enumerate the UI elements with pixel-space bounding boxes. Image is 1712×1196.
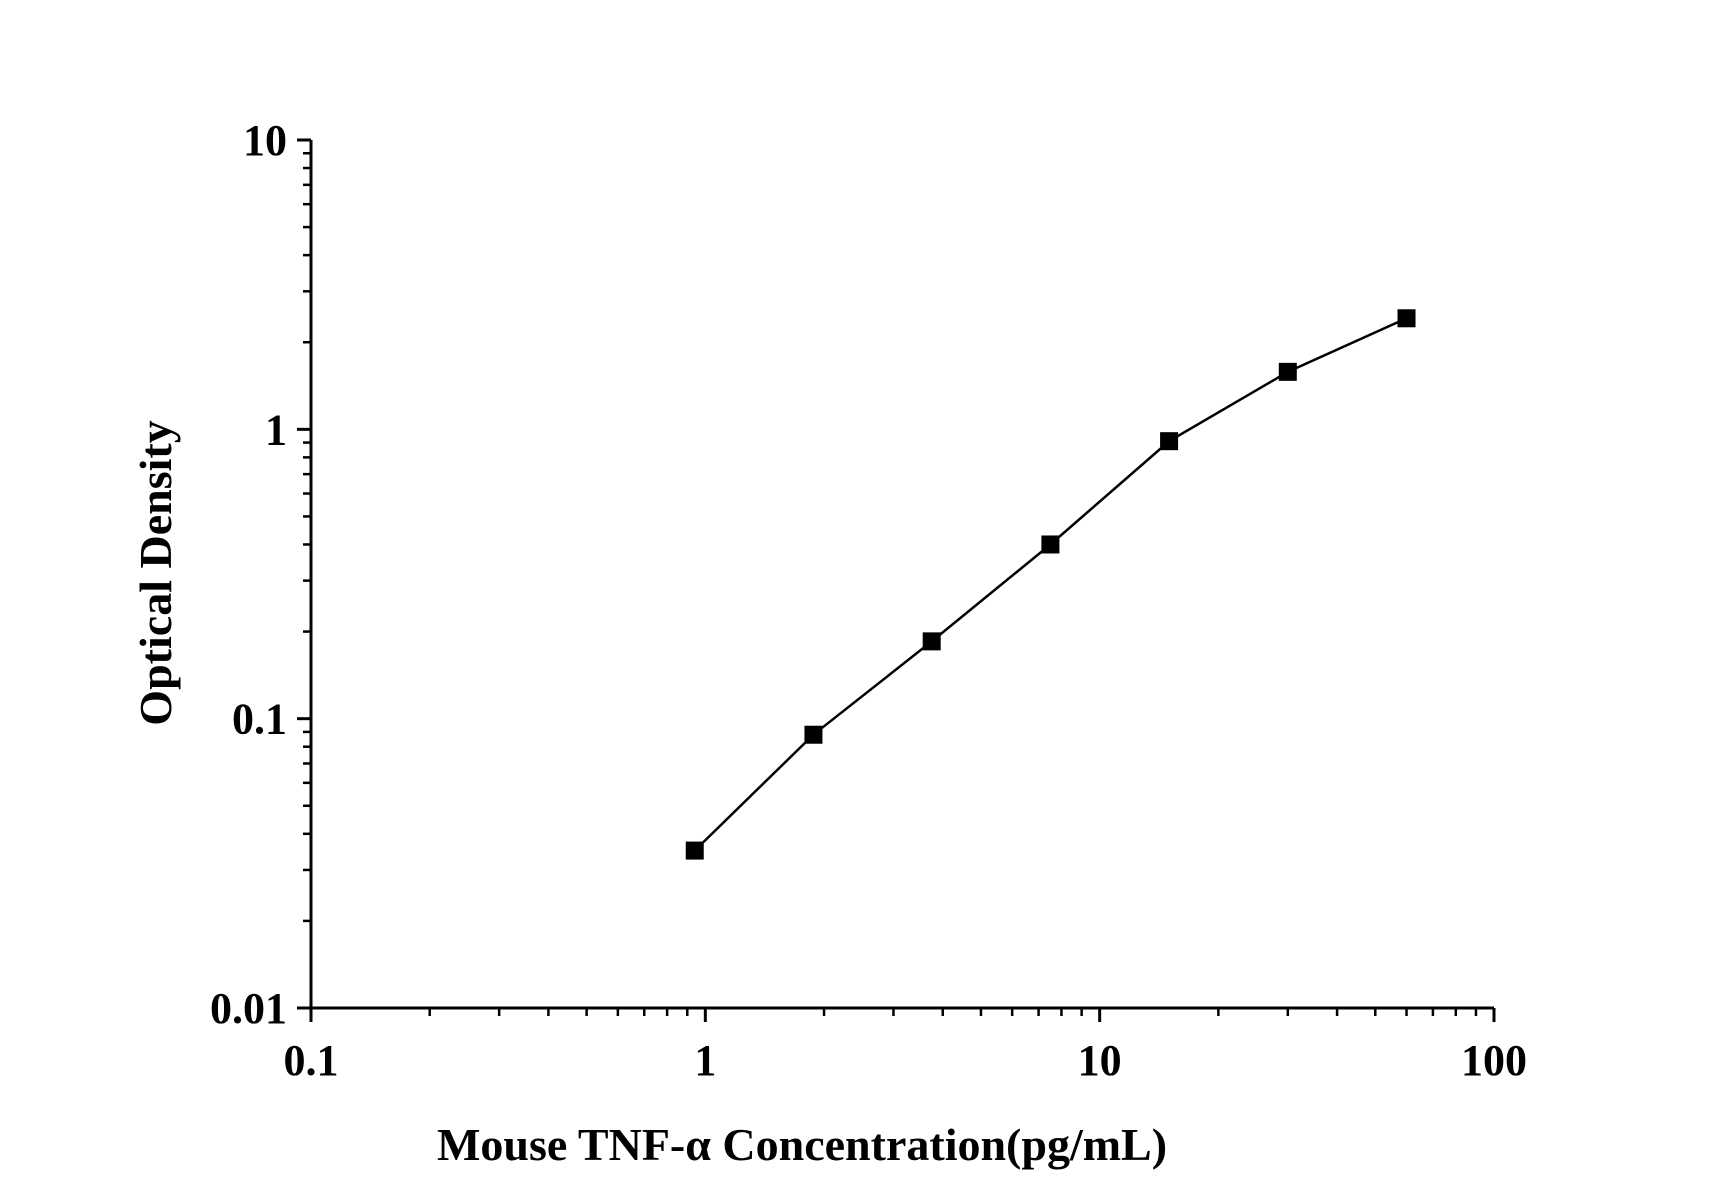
- data-point: [804, 725, 823, 744]
- series-layer: [685, 309, 1416, 860]
- data-point: [1160, 432, 1179, 451]
- data-point: [1397, 309, 1416, 328]
- x-tick-label: 100: [1461, 1036, 1527, 1085]
- data-point: [1278, 362, 1297, 381]
- y-tick-label: 0.1: [232, 695, 287, 744]
- y-axis-title: Optical Density: [130, 420, 181, 725]
- data-point: [922, 632, 941, 651]
- y-tick-label: 1: [265, 405, 287, 454]
- series-line: [693, 317, 1408, 852]
- y-tick-label: 0.01: [210, 984, 287, 1033]
- x-tick-label: 10: [1078, 1036, 1122, 1085]
- ticks: [297, 138, 1496, 1022]
- x-tick-label: 0.1: [284, 1036, 339, 1085]
- data-point: [685, 841, 704, 860]
- y-tick-label: 10: [243, 116, 287, 165]
- data-point: [1041, 535, 1060, 554]
- x-axis-title: Mouse TNF-α Concentration(pg/mL): [437, 1119, 1167, 1170]
- axes: [309, 140, 1494, 1010]
- x-tick-label: 1: [694, 1036, 716, 1085]
